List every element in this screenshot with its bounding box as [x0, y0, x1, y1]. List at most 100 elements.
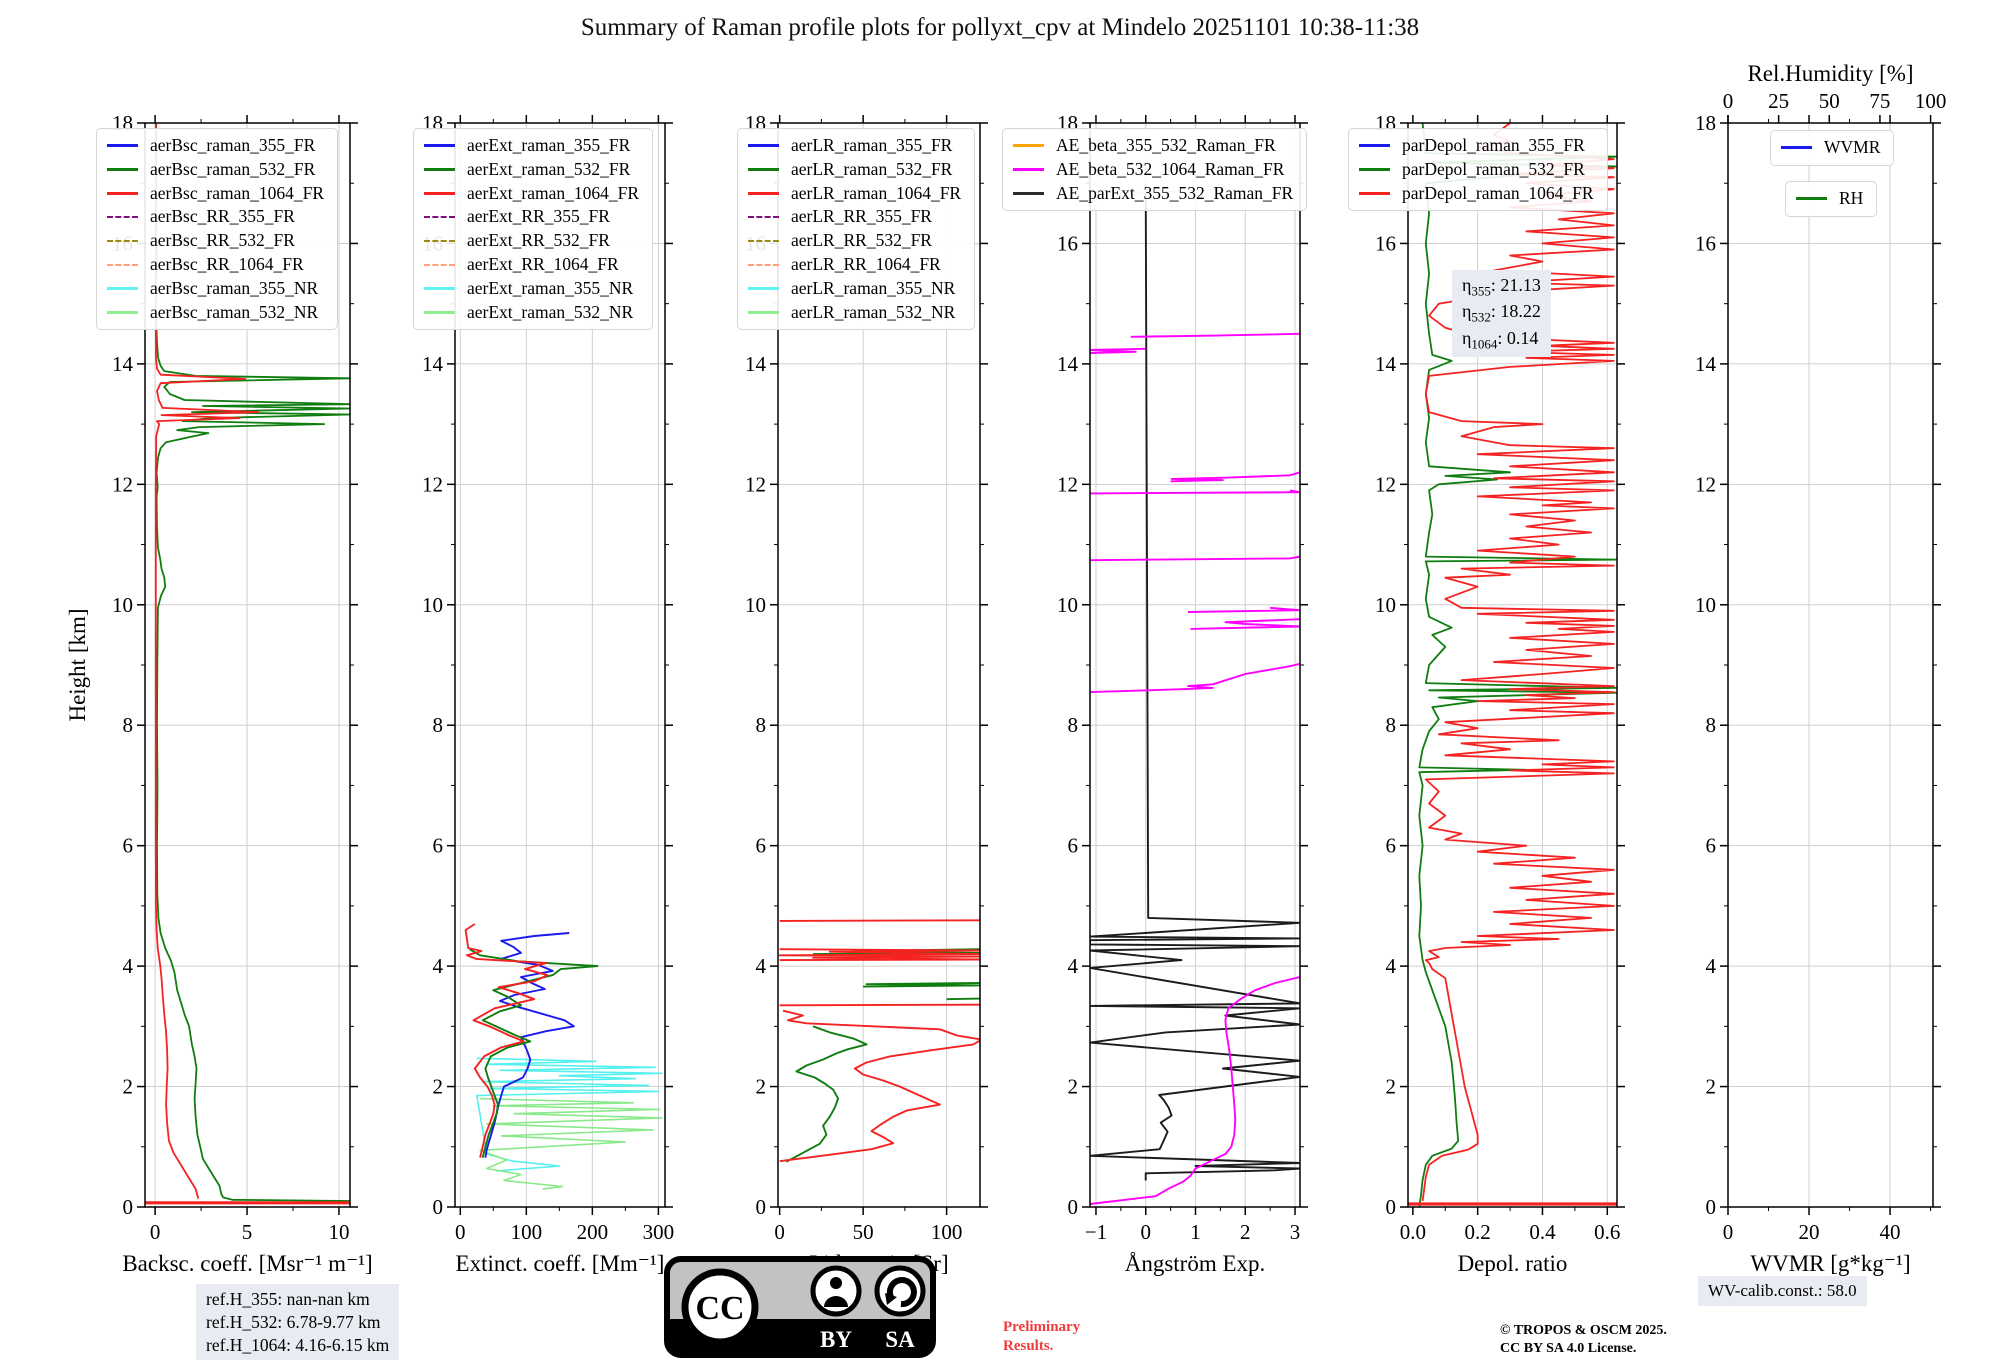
legend-item: aerLR_raman_532_NR: [748, 301, 961, 325]
y-tick-label: 4: [1068, 954, 1079, 978]
legend-label: aerExt_raman_355_NR: [467, 277, 634, 298]
legend-item: aerExt_raman_355_FR: [424, 134, 639, 158]
legend-label: aerBsc_raman_355_FR: [150, 135, 316, 155]
y-tick-label: 2: [1386, 1075, 1397, 1099]
legend-item: aerBsc_raman_1064_FR: [107, 182, 324, 206]
series-AE_beta_seg8: [1130, 332, 1300, 338]
top-tick-label: 25: [1768, 89, 1789, 113]
x-tick-label: 40: [1880, 1220, 1901, 1244]
y-tick-label: 8: [1706, 713, 1717, 737]
wv-calib-annotation-box: WV-calib.const.: 58.0: [1698, 1276, 1867, 1307]
legend-line-swatch: [107, 310, 138, 314]
y-tick-label: 4: [433, 954, 444, 978]
series-aerLR_raman_1064_FR_seg1: [779, 1003, 980, 1007]
legend-label: aerExt_raman_532_FR: [467, 158, 631, 179]
legend-label: aerLR_raman_1064_FR: [791, 182, 962, 203]
series-aerLR_raman_1064_FR: [779, 1009, 980, 1163]
legend-label: RH: [1839, 188, 1864, 208]
y-tick-label: 0: [1068, 1195, 1079, 1219]
y-tick-label: 8: [433, 713, 444, 737]
y-tick-label: 16: [1375, 231, 1396, 255]
legend-line-swatch: [107, 216, 138, 219]
y-tick-label: 4: [1386, 954, 1397, 978]
x-tick-label: 0: [455, 1220, 466, 1244]
y-tick-label: 12: [745, 472, 766, 496]
cc-by-sa-badge: CC BY SA: [664, 1256, 936, 1358]
preliminary-line2: Results.: [1003, 1337, 1054, 1354]
y-tick-label: 0: [123, 1195, 134, 1219]
legend-line-swatch: [424, 310, 455, 314]
y-tick-label: 6: [1706, 834, 1717, 858]
eta-line-355: η355: 21.13: [1462, 275, 1541, 299]
x-tick-label: 0: [774, 1220, 785, 1244]
series-aerExt_raman_532_FR: [469, 948, 599, 1158]
legend-line-swatch: [1013, 168, 1044, 172]
y-tick-label: 8: [1068, 713, 1079, 737]
series-aerExt_raman_1064_FR: [464, 923, 549, 1158]
y-tick-label: 16: [1695, 231, 1716, 255]
legend-wvmr-1: RH: [1785, 181, 1878, 217]
legend-item: aerLR_raman_532_FR: [748, 158, 961, 182]
y-tick-label: 14: [745, 352, 767, 376]
legend-line-swatch: [107, 144, 138, 148]
x-axis-label-angstroem: Ångström Exp.: [1125, 1251, 1266, 1276]
legend-label: aerExt_raman_532_NR: [467, 301, 634, 322]
legend-item: aerLR_RR_1064_FR: [748, 253, 961, 277]
y-tick-label: 4: [123, 954, 134, 978]
ref-height-line-532: ref.H_532: 6.78-9.77 km: [206, 1311, 381, 1332]
top-tick-label: 0: [1723, 89, 1734, 113]
legend-line-swatch: [748, 168, 779, 172]
y-tick-label: 10: [1057, 593, 1078, 617]
series-AE_beta_seg2: [1190, 618, 1300, 630]
x-axis-label-backscatter: Backsc. coeff. [Msr⁻¹ m⁻¹]: [122, 1251, 372, 1276]
legend-label: aerBsc_RR_532_FR: [150, 230, 295, 251]
legend-line-swatch: [748, 310, 779, 314]
legend-item: aerLR_RR_532_FR: [748, 229, 961, 253]
legend-item: aerExt_raman_355_NR: [424, 277, 639, 301]
y-tick-label: 0: [1706, 1195, 1717, 1219]
y-tick-label: 12: [422, 472, 443, 496]
y-tick-label: 8: [1386, 713, 1397, 737]
y-tick-label: 12: [1695, 472, 1716, 496]
ref-height-line-1064: ref.H_1064: 4.16-6.15 km: [206, 1334, 390, 1355]
y-tick-label: 10: [112, 593, 133, 617]
legend-item: AE_beta_355_532_Raman_FR: [1013, 134, 1293, 158]
sa-arrow-head: [885, 1293, 897, 1305]
legend-line-swatch: [107, 168, 138, 172]
y-tick-label: 10: [422, 593, 443, 617]
series-group-angstroem: [1090, 183, 1300, 1205]
legend-line-swatch: [1796, 197, 1827, 201]
legend-line-swatch: [107, 287, 138, 291]
legend-item: aerLR_raman_355_FR: [748, 134, 961, 158]
legend-line-swatch: [424, 216, 455, 219]
y-tick-label: 16: [1057, 231, 1078, 255]
legend-line-swatch: [107, 240, 138, 243]
legend-item: aerExt_raman_532_NR: [424, 301, 639, 325]
legend-label: aerBsc_RR_1064_FR: [150, 253, 304, 274]
eta-annotation-box: η355: 21.13 η532: 18.22 η1064: 0.14: [1452, 270, 1551, 358]
y-tick-label: 10: [1695, 593, 1716, 617]
y-tick-label: 14: [422, 352, 444, 376]
by-person-icon: [810, 1265, 862, 1317]
sa-arrow-arc: [886, 1277, 917, 1308]
series-aerBsc_raman_532_FR: [155, 123, 350, 1202]
legend-item: WVMR: [1781, 136, 1880, 160]
legend-label: parDepol_raman_355_FR: [1402, 135, 1585, 155]
legend-label: aerLR_RR_1064_FR: [791, 253, 941, 274]
series-AE_beta_532_1064_Raman_FR: [1090, 976, 1300, 1205]
y-tick-label: 0: [433, 1195, 444, 1219]
y-tick-label: 4: [1706, 954, 1717, 978]
legend-item: aerLR_raman_355_NR: [748, 277, 961, 301]
series-parDepol_raman_532_FR: [1418, 123, 1617, 1207]
series-aerLR_raman_1064_FR_seg3: [779, 919, 980, 922]
eta-line-532: η532: 18.22: [1462, 301, 1541, 326]
legend-line-swatch: [748, 240, 779, 243]
y-tick-label: 8: [123, 713, 134, 737]
legend-line-swatch: [107, 263, 138, 266]
x-tick-label: 0.2: [1465, 1220, 1491, 1244]
series-AE_beta_seg5: [1090, 489, 1300, 495]
y-tick-label: 6: [1068, 834, 1079, 858]
legend-line-swatch: [748, 191, 779, 195]
legend-line-swatch: [1359, 168, 1390, 172]
